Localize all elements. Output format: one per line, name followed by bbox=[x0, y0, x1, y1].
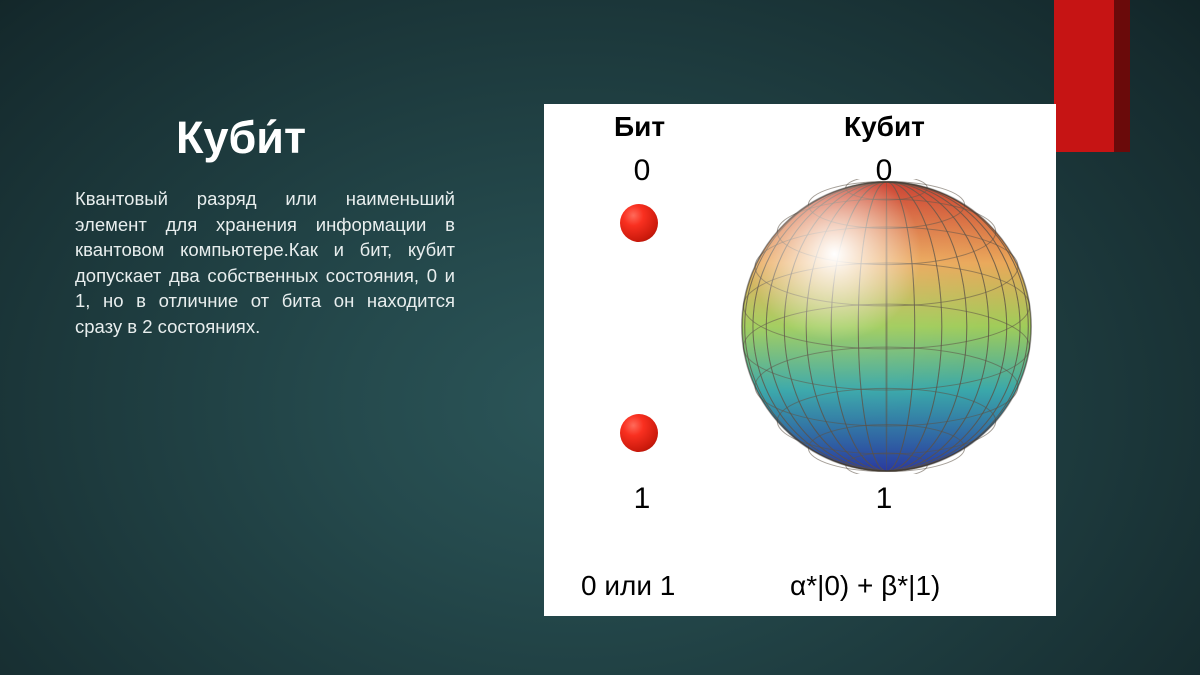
bit-column-header: Бит bbox=[614, 111, 665, 143]
bit-bottom-value: 1 bbox=[622, 482, 662, 516]
qubit-footer-formula: α*|0) + β*|1) bbox=[790, 570, 940, 602]
qubit-column-header: Кубит bbox=[844, 111, 925, 143]
bit-footer-formula: 0 или 1 bbox=[581, 570, 675, 602]
accent-ribbon bbox=[1054, 0, 1114, 152]
bit-dot-0 bbox=[620, 204, 658, 242]
bit-vs-qubit-diagram: Бит Кубит 0 1 0 1 0 или 1 α*|0) + β*|1) bbox=[544, 104, 1056, 616]
slide-title: Куби́т bbox=[176, 112, 306, 164]
slide-body: Квантовый разряд или наименьший элемент … bbox=[75, 186, 455, 339]
qubit-bottom-value: 1 bbox=[864, 482, 904, 516]
bit-dot-1 bbox=[620, 414, 658, 452]
bloch-sphere bbox=[739, 179, 1034, 474]
bit-top-value: 0 bbox=[622, 154, 662, 188]
